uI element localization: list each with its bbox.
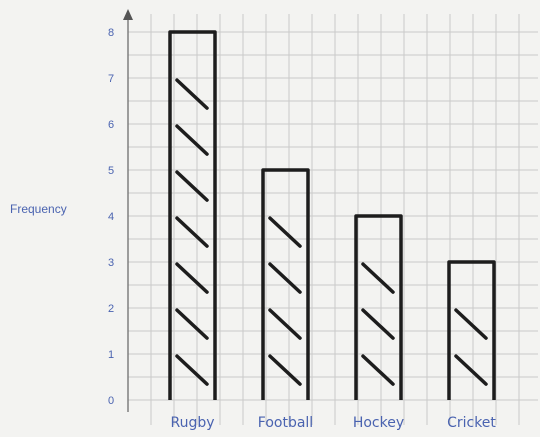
bars [168, 30, 496, 400]
category-label: Cricket [447, 415, 496, 431]
tally-mark [175, 262, 209, 294]
y-tick-label: 1 [108, 349, 114, 361]
tally-mark [175, 216, 209, 248]
y-axis [123, 9, 133, 412]
tally-mark [175, 354, 209, 386]
bar-outline [261, 168, 310, 400]
bar-outline [354, 214, 403, 400]
y-tick-label: 5 [108, 165, 114, 177]
bar-hockey [354, 214, 403, 400]
tally-mark [268, 262, 302, 294]
bar-outline [447, 260, 496, 400]
y-tick-label: 6 [108, 119, 114, 131]
tally-mark [454, 308, 488, 340]
tally-mark [268, 216, 302, 248]
y-tick-label: 0 [108, 395, 114, 407]
tally-mark [175, 308, 209, 340]
bar-cricket [447, 260, 496, 400]
category-labels: Rugby Football Hockey Cricket [170, 415, 496, 431]
y-tick-label: 3 [108, 257, 114, 269]
tally-mark [175, 170, 209, 202]
y-tick-label: 8 [108, 27, 114, 39]
tally-mark [175, 124, 209, 156]
tally-mark [361, 354, 395, 386]
tally-mark [361, 308, 395, 340]
tally-mark [268, 308, 302, 340]
category-label: Football [258, 415, 313, 431]
y-axis-arrow-icon [123, 9, 133, 20]
bar-rugby [168, 30, 217, 400]
tally-mark [361, 262, 395, 294]
y-tick-label: 7 [108, 73, 114, 85]
y-tick-labels: 0 1 2 3 4 5 6 7 8 [108, 27, 114, 407]
category-label: Rugby [170, 415, 214, 431]
y-tick-label: 2 [108, 303, 114, 315]
bar-outline [168, 30, 217, 400]
y-axis-label: Frequency [10, 202, 67, 216]
bar-football [261, 168, 310, 400]
y-tick-label: 4 [108, 211, 114, 223]
grid [128, 14, 538, 425]
category-label: Hockey [353, 415, 404, 431]
tally-mark [175, 78, 209, 110]
tally-mark [268, 354, 302, 386]
tally-mark [454, 354, 488, 386]
